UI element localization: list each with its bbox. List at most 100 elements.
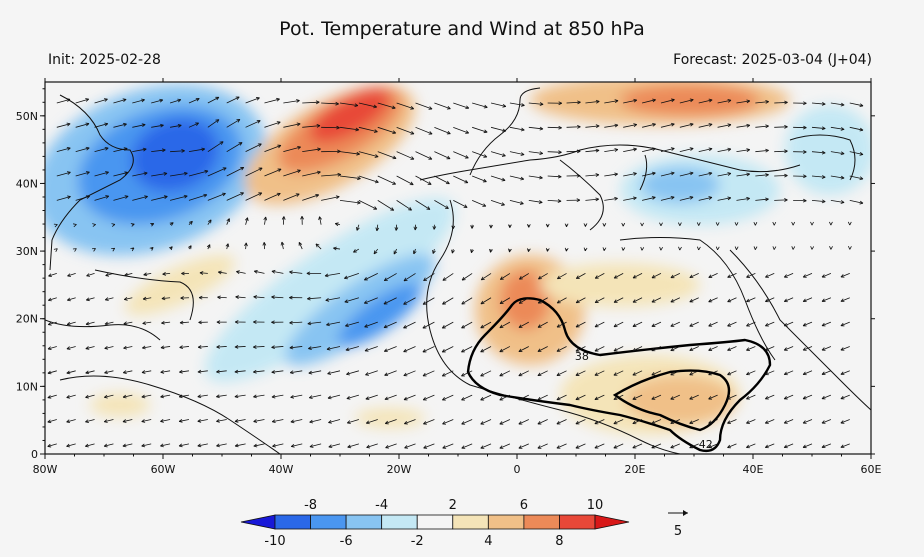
wind-vector-head	[67, 273, 71, 277]
wind-vector-head	[280, 241, 285, 246]
wind-vector-head	[85, 146, 90, 151]
wind-vector	[594, 346, 605, 352]
wind-vector	[736, 149, 750, 153]
wind-vector-head	[403, 324, 407, 329]
wind-vector-head	[696, 222, 701, 226]
wind-vector	[384, 346, 397, 352]
wind-vector-head	[708, 323, 713, 327]
y-tick-label: 30N	[16, 245, 38, 258]
wind-vector-head	[821, 102, 826, 106]
wind-vector-head	[613, 372, 618, 376]
colorbar-segment	[416, 514, 454, 530]
wind-vector-head	[821, 395, 826, 400]
wind-vector	[328, 419, 341, 424]
wind-vectors	[47, 96, 864, 449]
wind-vector-head	[482, 178, 487, 183]
wind-vector	[141, 419, 152, 422]
wind-vector-head	[327, 395, 332, 400]
wind-vector	[765, 297, 775, 302]
wind-vector-head	[271, 370, 276, 374]
wind-vector	[290, 370, 303, 374]
wind-vector-head	[575, 348, 580, 352]
wind-vector	[840, 394, 850, 400]
wind-vector-head	[272, 443, 276, 448]
wind-vector-head	[670, 274, 675, 279]
wind-vector-head	[632, 420, 637, 425]
wind-vector-head	[746, 298, 750, 303]
wind-vector-head	[518, 348, 523, 353]
wind-vector	[169, 99, 181, 104]
wind-vector-head	[308, 395, 313, 399]
wind-vector-head	[538, 275, 542, 280]
wind-vector	[403, 370, 416, 377]
wind-vector	[56, 196, 71, 201]
wind-vector	[613, 273, 624, 279]
wind-vector-head	[297, 169, 301, 174]
wind-vector	[253, 346, 265, 348]
x-tick-label: 40E	[743, 463, 764, 476]
wind-vector	[784, 346, 794, 351]
wind-vector-head	[501, 202, 505, 206]
wind-vector-head	[296, 122, 301, 127]
wind-vector-head	[442, 421, 447, 425]
colorbar-segment	[452, 514, 489, 530]
wind-vector	[461, 443, 473, 449]
wind-vector	[122, 419, 133, 423]
wind-vector	[264, 216, 267, 225]
wind-vector-head	[413, 226, 418, 231]
wind-vector-head	[651, 196, 656, 200]
wind-vector	[651, 443, 662, 449]
wind-vector	[755, 149, 769, 153]
wind-vector	[94, 98, 108, 104]
wind-vector-head	[122, 419, 127, 423]
wind-vector-head	[403, 277, 408, 282]
wind-vector	[122, 394, 133, 398]
wind-vector	[290, 419, 303, 423]
wind-vector	[236, 271, 246, 274]
wind-vector	[207, 192, 226, 201]
wind-vector	[518, 443, 529, 449]
wind-vector-head	[92, 248, 96, 252]
wind-vector	[613, 346, 624, 352]
wind-vector-head	[240, 192, 244, 196]
wind-vector-head	[201, 147, 206, 152]
wind-vector-head	[177, 98, 182, 103]
wind-vector	[226, 142, 243, 153]
wind-vector	[321, 174, 341, 177]
wind-vector-head	[764, 420, 769, 424]
wind-vector-head	[689, 196, 694, 200]
wind-vector	[651, 419, 662, 424]
wind-vector-head	[203, 193, 208, 198]
wind-vector-head	[556, 420, 561, 425]
wind-vector	[216, 394, 227, 398]
wind-vector-head	[66, 98, 71, 102]
wind-vector-head	[179, 369, 183, 374]
wind-vector	[291, 443, 303, 447]
wind-vector-head	[784, 149, 788, 154]
wind-vector	[272, 443, 284, 447]
wind-vector-head	[696, 246, 701, 251]
wind-vector-head	[144, 195, 148, 199]
wind-vector-head	[373, 250, 378, 255]
wind-vector	[396, 126, 415, 135]
wind-vector	[623, 197, 637, 201]
wind-vector-head	[446, 130, 451, 135]
wind-vector-head	[595, 124, 600, 129]
wind-vector-head	[594, 372, 599, 376]
wind-vector	[245, 120, 261, 128]
wind-vector-head	[499, 300, 504, 305]
wind-vector-head	[840, 127, 845, 131]
colorbar-low-extend	[240, 514, 276, 530]
wind-vector	[736, 197, 750, 201]
wind-vector-head	[518, 372, 523, 377]
wind-vector	[802, 321, 813, 327]
wind-vector-head	[821, 150, 826, 155]
wind-vector-head	[537, 372, 542, 377]
wind-vector	[283, 169, 301, 177]
wind-vector	[404, 419, 416, 425]
wind-vector	[453, 102, 469, 109]
wind-vector	[811, 102, 826, 105]
wind-vector-head	[803, 150, 807, 154]
wind-vector	[235, 443, 246, 447]
wind-vector-head	[633, 172, 637, 176]
